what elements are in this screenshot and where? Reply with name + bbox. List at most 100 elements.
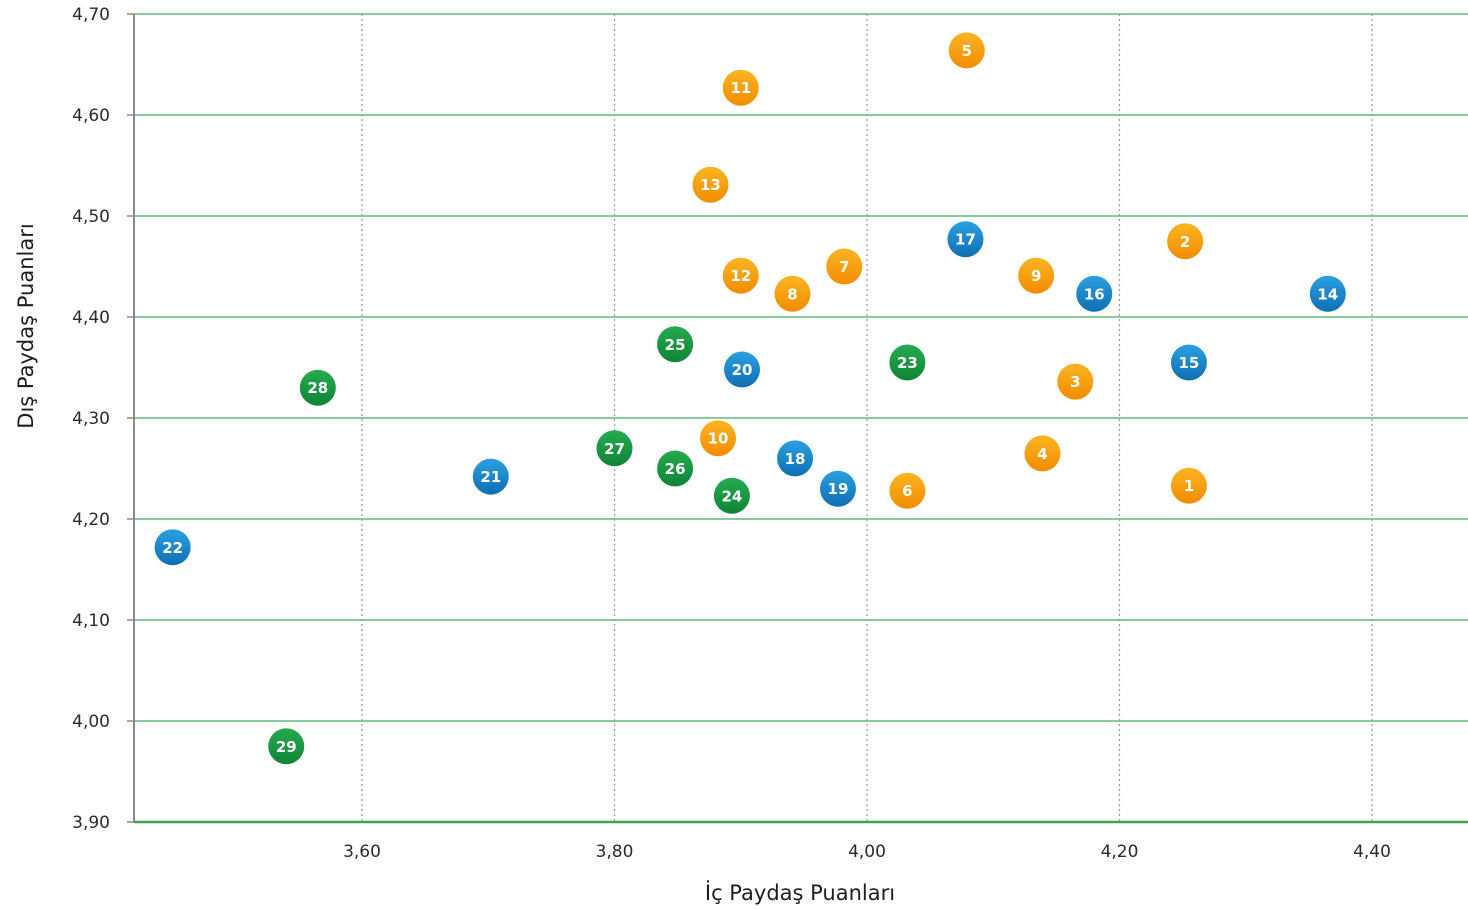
point-marker: [1170, 344, 1207, 381]
data-point-21: 21: [472, 458, 509, 495]
point-label: 5: [962, 42, 972, 60]
point-marker: [268, 728, 305, 765]
point-marker: [722, 69, 759, 106]
data-point-15: 15: [1170, 344, 1207, 381]
point-label: 12: [730, 267, 751, 285]
x-tick-label: 3,60: [343, 842, 381, 862]
data-point-11: 11: [722, 69, 759, 106]
y-tick-label: 4,00: [72, 712, 110, 732]
data-point-17: 17: [947, 221, 984, 258]
point-label: 6: [902, 482, 912, 500]
data-point-24: 24: [713, 477, 750, 514]
point-marker: [1170, 467, 1207, 504]
point-marker: [700, 420, 737, 457]
y-tick-label: 4,40: [72, 308, 110, 328]
point-marker: [722, 257, 759, 294]
data-point-7: 7: [826, 248, 863, 285]
point-label: 4: [1037, 445, 1047, 463]
point-label: 7: [839, 258, 849, 276]
data-point-20: 20: [724, 351, 761, 388]
point-label: 18: [785, 450, 806, 468]
point-marker: [777, 440, 814, 477]
y-axis-title: Dış Paydaş Puanları: [14, 223, 38, 428]
point-marker: [889, 344, 926, 381]
x-tick-label: 4,40: [1353, 842, 1391, 862]
data-point-16: 16: [1076, 275, 1113, 312]
data-point-19: 19: [819, 470, 856, 507]
data-point-12: 12: [722, 257, 759, 294]
point-marker: [1076, 275, 1113, 312]
x-axis-title: İç Paydaş Puanları: [705, 880, 895, 905]
point-label: 13: [700, 176, 721, 194]
point-label: 20: [732, 361, 753, 379]
y-tick-label: 4,50: [72, 207, 110, 227]
point-label: 26: [665, 460, 686, 478]
data-point-5: 5: [948, 32, 985, 69]
point-label: 19: [828, 480, 849, 498]
data-point-29: 29: [268, 728, 305, 765]
point-label: 24: [721, 487, 742, 505]
data-point-18: 18: [777, 440, 814, 477]
point-marker: [713, 477, 750, 514]
data-point-9: 9: [1018, 257, 1055, 294]
point-marker: [299, 369, 336, 406]
data-point-27: 27: [596, 430, 633, 467]
tick-labels: 3,90 4,00 4,10 4,20 4,30 4,40 4,50 4,60 4,70 3,60…: [72, 5, 1391, 862]
y-tick-label: 4,70: [72, 5, 110, 25]
point-marker: [826, 248, 863, 285]
point-marker: [657, 326, 694, 363]
y-tick-label: 3,90: [72, 813, 110, 833]
y-tick-label: 4,10: [72, 611, 110, 631]
point-label: 9: [1031, 267, 1041, 285]
point-label: 22: [162, 539, 183, 557]
data-point-14: 14: [1309, 275, 1346, 312]
point-label: 21: [480, 468, 501, 486]
point-marker: [472, 458, 509, 495]
point-marker: [1018, 257, 1055, 294]
data-point-25: 25: [657, 326, 694, 363]
data-point-8: 8: [774, 275, 811, 312]
data-point-4: 4: [1024, 435, 1061, 472]
data-point-2: 2: [1167, 223, 1204, 260]
point-marker: [1167, 223, 1204, 260]
y-tick-label: 4,60: [72, 106, 110, 126]
data-point-1: 1: [1170, 467, 1207, 504]
data-point-28: 28: [299, 369, 336, 406]
point-marker: [819, 470, 856, 507]
point-label: 29: [276, 738, 297, 756]
point-label: 2: [1180, 233, 1190, 251]
point-label: 28: [307, 379, 328, 397]
point-marker: [1057, 363, 1094, 400]
x-tick-label: 4,20: [1101, 842, 1139, 862]
y-tick-label: 4,30: [72, 409, 110, 429]
point-marker: [1309, 275, 1346, 312]
y-tick-label: 4,20: [72, 510, 110, 530]
data-point-22: 22: [154, 529, 191, 566]
axes: [127, 13, 1468, 824]
point-label: 17: [955, 231, 976, 249]
point-marker: [1024, 435, 1061, 472]
point-label: 15: [1179, 354, 1200, 372]
x-tick-label: 3,80: [596, 842, 634, 862]
point-marker: [947, 221, 984, 258]
data-point-13: 13: [692, 166, 729, 203]
point-label: 23: [897, 354, 918, 372]
point-marker: [596, 430, 633, 467]
point-label: 25: [665, 336, 686, 354]
point-marker: [692, 166, 729, 203]
point-marker: [889, 472, 926, 509]
point-marker: [724, 351, 761, 388]
data-point-6: 6: [889, 472, 926, 509]
point-label: 3: [1070, 373, 1080, 391]
data-point-23: 23: [889, 344, 926, 381]
point-label: 27: [604, 440, 625, 458]
point-marker: [154, 529, 191, 566]
data-point-26: 26: [657, 450, 694, 487]
data-points: 1234567891011121314151617181920212223242…: [154, 32, 1346, 765]
point-label: 14: [1317, 285, 1338, 303]
point-label: 10: [708, 430, 729, 448]
data-point-3: 3: [1057, 363, 1094, 400]
point-marker: [948, 32, 985, 69]
point-label: 8: [787, 285, 797, 303]
